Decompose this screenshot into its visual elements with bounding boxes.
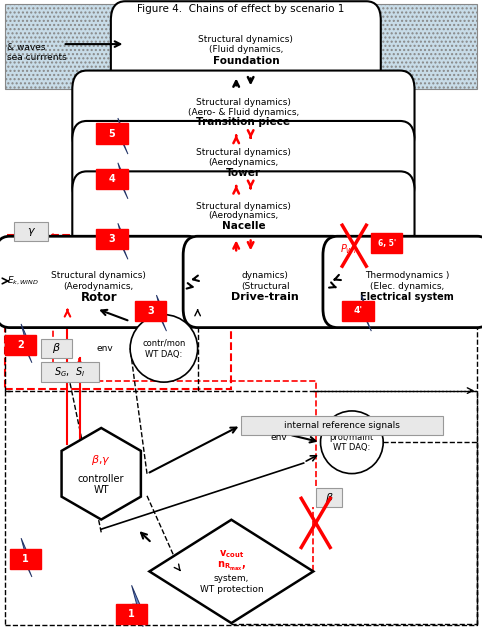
Text: env: env [270,433,287,442]
Text: (Elec. dynamics,: (Elec. dynamics, [370,282,444,290]
Bar [135,301,166,321]
Text: contr/mon: contr/mon [142,339,186,348]
Polygon shape [118,223,128,260]
Polygon shape [62,428,141,520]
Text: $S_G$,  $S_I$: $S_G$, $S_I$ [54,365,85,379]
FancyBboxPatch shape [111,1,381,94]
Bar [371,233,402,253]
Text: Thermodynamics ): Thermodynamics ) [365,272,450,280]
Bar [316,488,342,507]
Polygon shape [157,295,166,331]
Ellipse shape [321,411,383,474]
Text: env: env [96,344,113,353]
Text: 3: 3 [108,234,116,244]
Text: sea currrents: sea currrents [7,54,67,62]
Text: dynamics): dynamics) [241,272,289,280]
Text: 1: 1 [22,554,29,564]
Text: system,: system, [214,575,249,583]
Polygon shape [118,163,128,199]
Text: 2: 2 [17,340,24,350]
Text: 4: 4 [108,174,116,184]
Polygon shape [21,324,32,363]
Bar [41,339,72,358]
Text: $\beta$: $\beta$ [52,341,61,355]
Text: (Aerodynamics,: (Aerodynamics, [208,158,279,167]
FancyBboxPatch shape [323,236,482,328]
Polygon shape [21,538,32,577]
Text: Transition piece: Transition piece [196,117,291,127]
Bar [5,391,477,625]
Text: (Structural: (Structural [241,282,289,290]
Text: $P_{WT}$: $P_{WT}$ [340,242,359,256]
Bar [96,123,128,144]
Text: WT protection: WT protection [200,585,263,593]
Text: $\beta$,$\gamma$: $\beta$,$\gamma$ [92,453,111,467]
Bar [342,301,374,321]
Bar [5,335,36,355]
Polygon shape [132,585,143,627]
Text: prot/maint: prot/maint [330,433,374,442]
Text: $\beta$: $\beta$ [324,491,334,505]
FancyBboxPatch shape [183,236,347,328]
Bar [10,549,41,569]
Text: Tower: Tower [226,168,261,178]
Text: internal reference signals: internal reference signals [284,421,400,430]
Text: & waves: & waves [7,43,46,52]
Text: $E_{k,WIND}$: $E_{k,WIND}$ [7,275,39,287]
Polygon shape [362,295,371,331]
FancyBboxPatch shape [72,171,415,256]
Bar [116,604,147,624]
Polygon shape [149,520,313,623]
Text: 4': 4' [353,306,362,315]
Text: Structural dynamics): Structural dynamics) [196,98,291,106]
Text: 5: 5 [108,129,116,139]
Bar [96,169,128,189]
Text: Figure 4.  Chains of effect by scenario 1: Figure 4. Chains of effect by scenario 1 [137,4,345,14]
Text: $\gamma$: $\gamma$ [27,226,36,238]
Text: Rotor: Rotor [80,291,117,304]
Bar [241,416,443,435]
FancyBboxPatch shape [0,236,202,328]
Text: (Aerodynamics,: (Aerodynamics, [208,211,279,220]
Text: Structural dynamics): Structural dynamics) [196,148,291,157]
Text: 3: 3 [147,306,154,316]
Text: Drive-train: Drive-train [231,292,299,302]
Bar [5,235,231,389]
Bar [41,362,99,382]
Text: Structural dynamics): Structural dynamics) [52,272,146,280]
Text: $\mathbf{v_{cout}}$: $\mathbf{v_{cout}}$ [219,549,244,560]
FancyBboxPatch shape [72,71,415,154]
Text: WT DAQ:: WT DAQ: [145,350,183,358]
FancyBboxPatch shape [72,121,415,204]
Text: Nacelle: Nacelle [222,221,265,231]
Polygon shape [118,118,128,154]
Bar [96,229,128,249]
Text: Electrical system: Electrical system [361,292,454,302]
Bar [5,4,477,89]
Text: $\mathbf{n_{R_{max}}}$,: $\mathbf{n_{R_{max}}}$, [217,560,246,573]
Text: 1: 1 [128,609,135,619]
Text: controller: controller [78,474,124,484]
Text: (Aero- & Fluid dynamics,: (Aero- & Fluid dynamics, [188,108,299,117]
Text: Structural dynamics): Structural dynamics) [196,202,291,210]
Text: 6, 5': 6, 5' [378,239,396,248]
Text: WT DAQ:: WT DAQ: [333,444,371,452]
Ellipse shape [130,314,198,382]
Text: (Aerodynamics,: (Aerodynamics, [64,282,134,290]
Bar [14,222,48,241]
Text: WT: WT [94,484,109,495]
Text: Foundation: Foundation [213,56,279,66]
Text: Structural dynamics): Structural dynamics) [199,35,293,44]
Text: (Fluid dynamics,: (Fluid dynamics, [209,45,283,54]
